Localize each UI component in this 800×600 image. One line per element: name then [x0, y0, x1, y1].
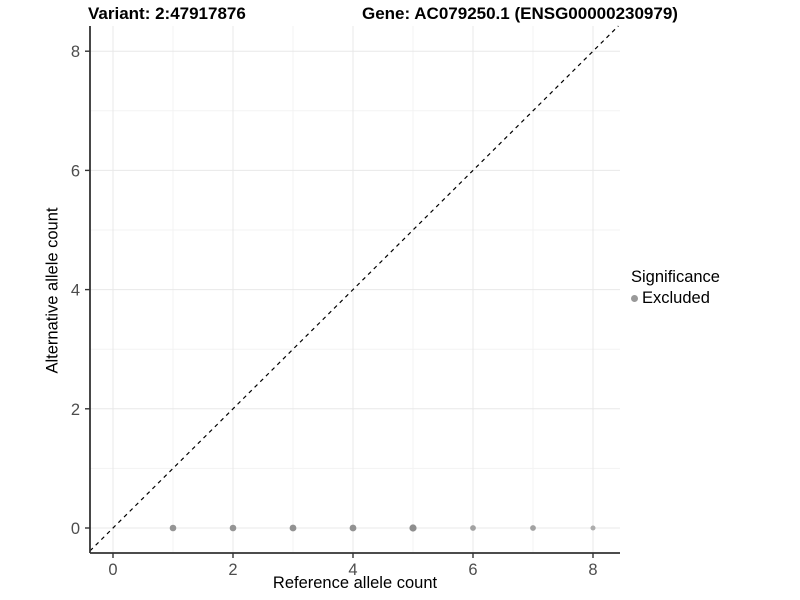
plot-title-variant: Variant: 2:47917876 [88, 4, 246, 23]
data-point [530, 525, 536, 531]
y-tick-label: 4 [71, 282, 80, 300]
y-tick-label: 6 [71, 162, 80, 180]
data-point [409, 524, 417, 532]
legend-title: Significance [631, 268, 720, 286]
y-axis-label: Alternative allele count [43, 207, 62, 374]
data-point [229, 524, 237, 532]
x-axis-label: Reference allele count [272, 574, 438, 592]
plot-title-gene: Gene: AC079250.1 (ENSG00000230979) [362, 4, 678, 23]
x-tick-label: 6 [468, 561, 477, 579]
x-tick-label: 8 [588, 561, 597, 579]
legend: Significance Excluded [631, 268, 720, 308]
legend-item-label: Excluded [642, 289, 710, 307]
x-tick-label: 0 [108, 561, 117, 579]
data-point [169, 524, 177, 532]
y-tick-label: 8 [71, 43, 80, 61]
x-tick-label: 4 [348, 561, 357, 579]
data-point [590, 525, 596, 531]
y-tick-label: 0 [71, 520, 80, 538]
x-tick-label: 2 [228, 561, 237, 579]
data-point [470, 525, 476, 531]
identity-line [89, 25, 619, 552]
legend-point-icon [631, 295, 638, 302]
legend-item-excluded: Excluded [631, 289, 720, 308]
y-tick-label: 2 [71, 401, 80, 419]
data-point [289, 524, 297, 532]
data-point [349, 524, 357, 532]
